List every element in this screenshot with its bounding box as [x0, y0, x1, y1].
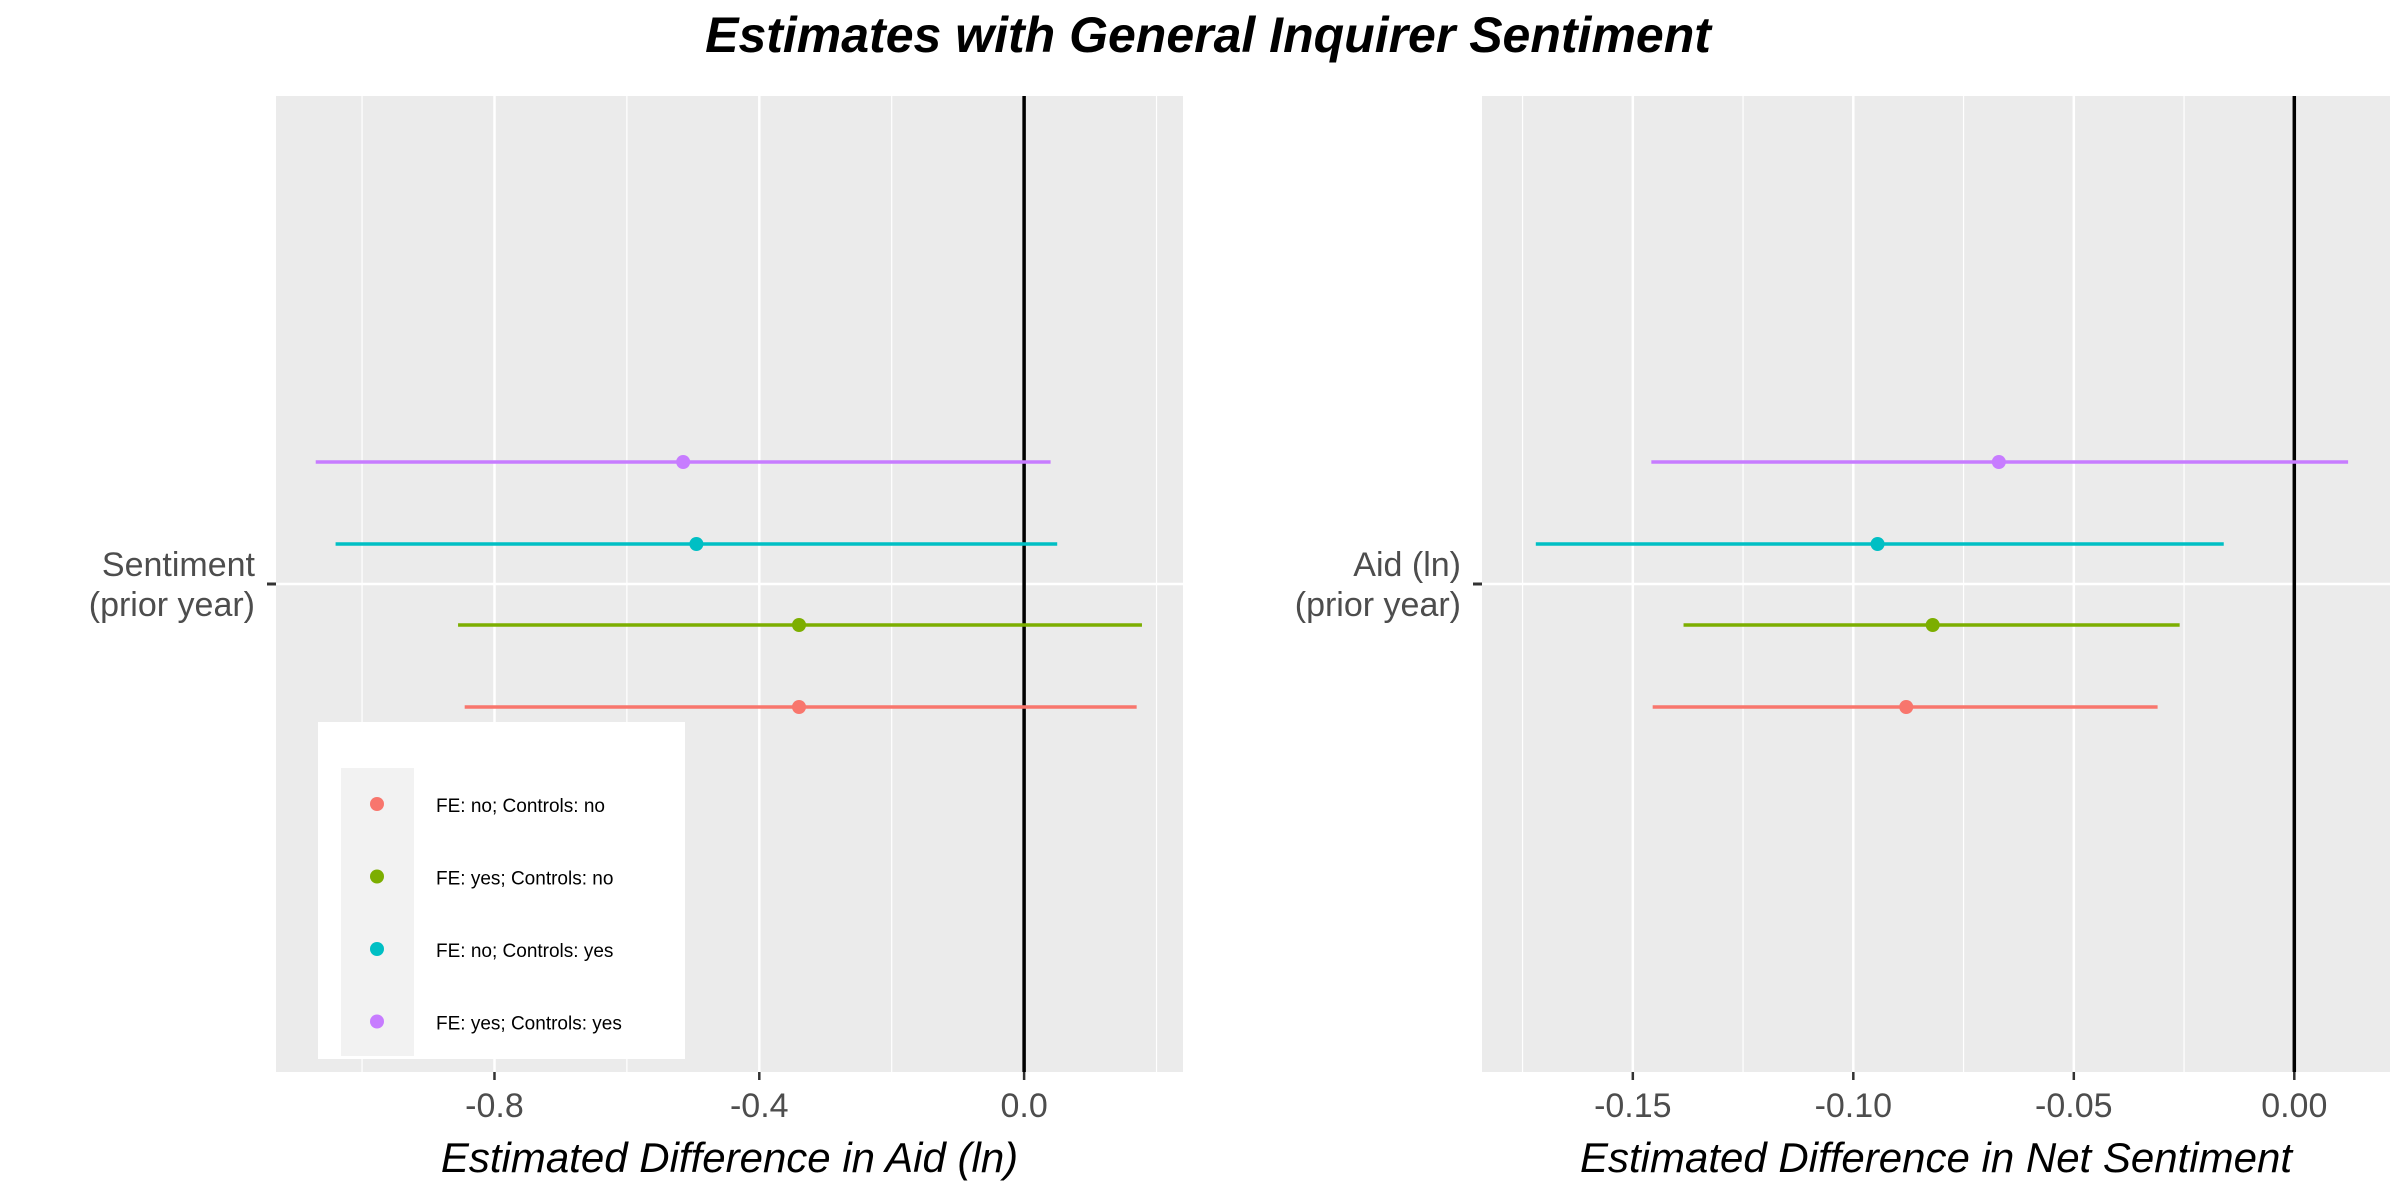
legend-label: FE: yes; Controls: yes [436, 1014, 622, 1035]
x-axis-title: Estimated Difference in Net Sentiment [1580, 1134, 2294, 1181]
legend-label: FE: yes; Controls: no [436, 869, 613, 890]
x-tick-label: -0.15 [1594, 1087, 1672, 1125]
legend-key-icon [370, 869, 384, 884]
legend-key-icon [370, 1014, 384, 1029]
legend-item: FE: yes; Controls: yes [370, 1014, 622, 1035]
x-tick-label: -0.4 [730, 1087, 789, 1125]
y-category-label: Aid (ln) (prior year) [1295, 546, 1461, 624]
point-estimate [1899, 700, 1914, 714]
y-category-label: Sentiment (prior year) [89, 546, 256, 624]
legend-item: FE: no; Controls: yes [370, 941, 613, 962]
x-tick-label: 0.00 [2261, 1087, 2327, 1125]
point-estimate [676, 455, 691, 469]
legend-key-background [341, 768, 414, 1056]
legend-key-icon [370, 797, 384, 811]
point-estimate [792, 700, 807, 714]
legend-key-icon [370, 942, 384, 956]
x-axis-title: Estimated Difference in Aid (ln) [441, 1134, 1018, 1181]
legend: FE: no; Controls: no FE: yes; Controls: n… [318, 722, 685, 1059]
legend-label: FE: no; Controls: no [436, 796, 605, 817]
point-estimate [792, 618, 807, 632]
legend-item: FE: no; Controls: no [370, 796, 605, 817]
point-estimate [1925, 618, 1940, 632]
x-tick-label: 0.0 [1000, 1087, 1047, 1125]
x-tick-label: -0.10 [1815, 1087, 1893, 1125]
panel-2: -0.15 -0.10 -0.05 0.00 Aid (ln) (prior year) E… [1295, 96, 2390, 1181]
legend-item: FE: yes; Controls: no [370, 869, 613, 890]
legend-label: FE: no; Controls: yes [436, 941, 613, 962]
chart-title: Estimates with General Inquirer Sentimen… [705, 7, 1713, 63]
point-estimate [1991, 455, 2006, 469]
point-estimate [689, 537, 704, 551]
point-estimate [1870, 537, 1885, 551]
x-tick-label: -0.05 [2035, 1087, 2113, 1125]
x-tick-label: -0.8 [465, 1087, 524, 1125]
